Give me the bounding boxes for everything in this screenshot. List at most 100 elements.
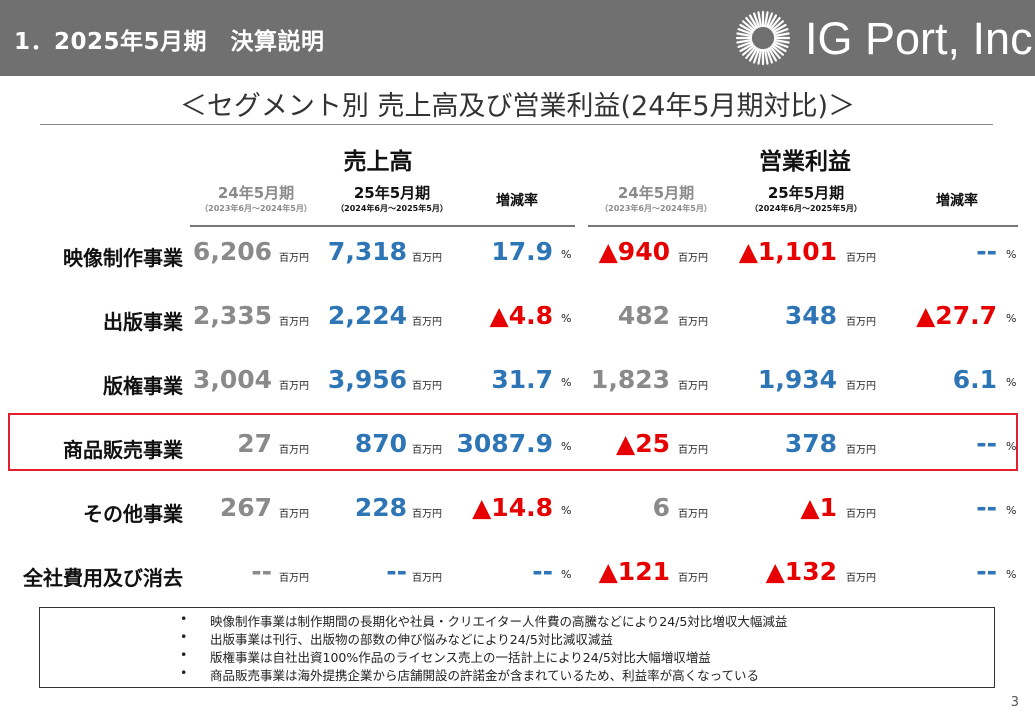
money-unit: 百万円 (846, 509, 876, 520)
logo-ray (739, 42, 754, 53)
note-item: • 版権事業は自社出資100%作品のライセンス売上の一括計上により24/5対比大幅… (40, 647, 994, 665)
sales-prev-value: 3,004 (192, 365, 272, 394)
logo-ray (748, 14, 759, 29)
slide-title: 1．2025年5月期 決算説明 (14, 29, 325, 55)
op-curr-header: 25年5月期 （2024年6月～2025年5月） (736, 186, 876, 213)
money-unit: 百万円 (412, 445, 442, 456)
note-item: • 出版事業は刊行、出版物の部数の伸び悩みなどにより24/5対比減収減益 (40, 629, 994, 647)
segment-name: 出版事業 (103, 310, 183, 334)
logo-ray (773, 28, 789, 35)
logo-ray (765, 12, 773, 28)
note-bullet: • (180, 665, 188, 680)
logo-ray (763, 11, 769, 28)
logo-ray (763, 48, 769, 65)
segment-name: 版権事業 (103, 374, 183, 398)
sales-prev-period: （2023年6月～2024年5月） (200, 204, 312, 213)
op-prev-value: ▲940 (598, 237, 670, 266)
sales-curr-header: 25年5月期 （2024年6月～2025年5月） (322, 186, 462, 213)
segment-name: 映像制作事業 (63, 246, 183, 270)
logo-ray (745, 16, 757, 30)
segment-name: 商品販売事業 (63, 438, 183, 462)
table-row: 商品販売事業 27 百万円 870 百万円 3087.9% ▲25 百万円 378 百万円 --% (0, 424, 1035, 474)
money-unit: 百万円 (279, 509, 309, 520)
op-prev-period: （2023年6月～2024年5月） (600, 204, 712, 213)
op-change-header: 増減率 (936, 193, 978, 209)
percent-unit: % (561, 440, 572, 453)
sales-group-heading: 売上高 (343, 149, 413, 175)
money-unit: 百万円 (279, 381, 309, 392)
op-prev-header: 24年5月期 （2023年6月～2024年5月） (586, 186, 726, 213)
note-bullet: • (180, 647, 188, 662)
money-unit: 百万円 (412, 381, 442, 392)
money-unit: 百万円 (846, 573, 876, 584)
logo-ray (773, 32, 790, 38)
note-text: 映像制作事業は制作期間の長期化や社員・クリエイター人件費の高騰などにより24/5… (210, 614, 788, 629)
note-bullet: • (180, 629, 188, 644)
logo-ray (745, 46, 757, 60)
sales-change-value: ▲14.8 (472, 493, 553, 522)
logo-ray (748, 47, 759, 62)
logo-ray (736, 38, 753, 44)
note-bullet: • (180, 611, 188, 626)
money-unit: 百万円 (412, 253, 442, 264)
op-curr-value: ▲1,101 (738, 237, 837, 266)
segment-name: その他事業 (83, 502, 183, 526)
note-text: 出版事業は刊行、出版物の部数の伸び悩みなどにより24/5対比減収減益 (210, 632, 613, 647)
percent-unit: % (561, 376, 572, 389)
op-curr-label: 25年5月期 (767, 184, 845, 202)
table-row: その他事業 267 百万円 228 百万円 ▲14.8% 6 百万円 ▲1 百万円 --% (0, 488, 1035, 538)
money-unit: 百万円 (846, 445, 876, 456)
op-curr-value: ▲132 (765, 557, 837, 586)
sales-change-value: 31.7 (491, 365, 553, 394)
logo-ray (769, 46, 781, 60)
money-unit: 百万円 (846, 317, 876, 328)
sales-change-value: 3087.9 (456, 429, 553, 458)
table-row: 映像制作事業 6,206 百万円 7,318 百万円 17.9% ▲940 百万円 ▲1,101… (0, 232, 1035, 282)
logo-ray (767, 14, 778, 29)
op-change-value: -- (976, 237, 997, 266)
op-change-value: -- (976, 429, 997, 458)
op-change-value: 6.1 (952, 365, 997, 394)
money-unit: 百万円 (279, 317, 309, 328)
logo-ray (757, 11, 763, 28)
logo-ray (753, 48, 760, 64)
op-prev-value: 6 (652, 493, 670, 522)
percent-unit: % (1006, 440, 1017, 453)
highlight-box (8, 413, 1018, 471)
sales-change-value: 17.9 (491, 237, 553, 266)
sales-curr-value: 228 (354, 493, 407, 522)
table-row: 版権事業 3,004 百万円 3,956 百万円 31.7% 1,823 百万円 1,934 百万… (0, 360, 1035, 410)
percent-unit: % (1006, 248, 1017, 261)
sales-curr-value: 3,956 (327, 365, 407, 394)
logo-ray (736, 32, 753, 38)
logo-ray (771, 20, 785, 32)
op-prev-value: ▲121 (598, 557, 670, 586)
op-curr-value: 378 (784, 429, 837, 458)
op-prev-label: 24年5月期 (617, 184, 695, 202)
sales-header-underline (190, 225, 575, 227)
money-unit: 百万円 (412, 509, 442, 520)
money-unit: 百万円 (279, 253, 309, 264)
op-income-group-heading: 営業利益 (759, 149, 851, 175)
logo-ray (773, 40, 789, 48)
money-unit: 百万円 (678, 573, 708, 584)
logo-sunburst-icon (735, 10, 791, 66)
logo-ray (771, 44, 785, 56)
logo-ray (772, 23, 787, 34)
logo-ray (765, 48, 773, 64)
company-logo: IG Port, Inc. (735, 10, 1035, 66)
sales-prev-value: 267 (219, 493, 272, 522)
logo-ray (753, 12, 760, 28)
logo-ray (772, 42, 787, 53)
logo-ray (741, 20, 755, 32)
note-item: • 映像制作事業は制作期間の長期化や社員・クリエイター人件費の高騰などにより24/… (40, 611, 994, 629)
money-unit: 百万円 (279, 445, 309, 456)
page-number: 3 (1010, 695, 1019, 710)
logo-ray (737, 40, 753, 48)
money-unit: 百万円 (678, 317, 708, 328)
subtitle-divider (40, 124, 993, 125)
op-change-value: -- (976, 557, 997, 586)
notes-box: • 映像制作事業は制作期間の長期化や社員・クリエイター人件費の高騰などにより24/… (39, 607, 995, 688)
op-curr-value: 348 (784, 301, 837, 330)
note-item: • 商品販売事業は海外提携企業から店舗開設の許諾金が含まれているため、利益率が高く… (40, 665, 994, 683)
